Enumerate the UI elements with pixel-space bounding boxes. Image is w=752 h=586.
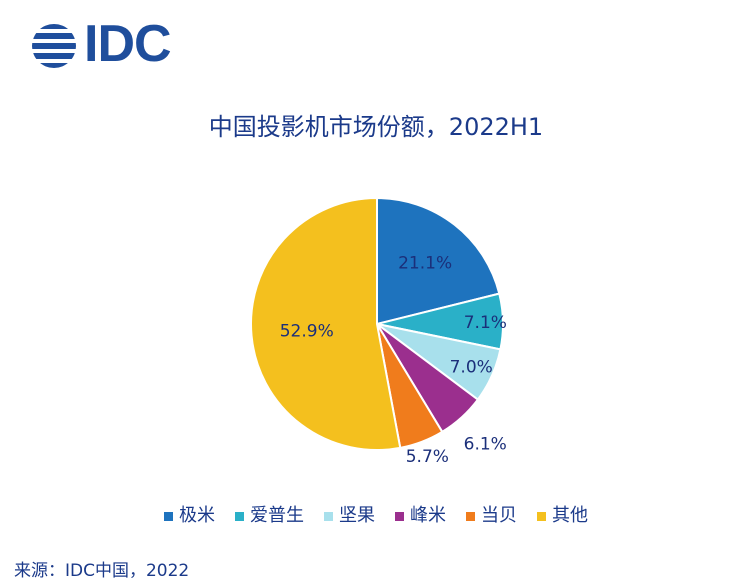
data-label-0: 21.1% [398,253,452,273]
legend-item-5: 其他 [537,504,588,528]
legend-label: 当贝 [481,505,517,526]
legend-item-0: 极米 [164,504,215,528]
legend-label: 其他 [552,505,588,526]
legend: 极米 爱普生 坚果 峰米 当贝 其他 [0,504,752,528]
globe-icon [32,24,76,68]
legend-item-1: 爱普生 [235,504,304,528]
pie-slice-5 [250,196,402,451]
legend-label: 坚果 [339,505,375,526]
legend-item-4: 当贝 [466,504,517,528]
logo-text: IDC [84,15,172,73]
chart-title: 中国投影机市场份额，2022H1 [208,113,544,141]
data-label-3: 6.1% [464,435,507,455]
data-label-1: 7.1% [464,313,507,333]
legend-swatch [537,511,546,521]
legend-swatch [395,511,404,521]
data-label-5: 52.9% [280,322,334,342]
data-label-4: 5.7% [406,447,449,467]
legend-label: 极米 [179,505,215,526]
legend-swatch [235,511,244,521]
legend-swatch [466,511,475,521]
source-note: 来源：IDC中国，2022 [14,561,190,581]
pie-slice-0 [376,196,501,326]
legend-swatch [164,511,173,521]
idc-logo: IDC [30,15,205,74]
legend-label: 峰米 [410,505,446,526]
legend-swatch [324,511,333,521]
legend-label: 爱普生 [250,505,304,526]
data-label-2: 7.0% [450,357,493,377]
legend-item-2: 坚果 [324,504,375,528]
legend-item-3: 峰米 [395,504,446,528]
